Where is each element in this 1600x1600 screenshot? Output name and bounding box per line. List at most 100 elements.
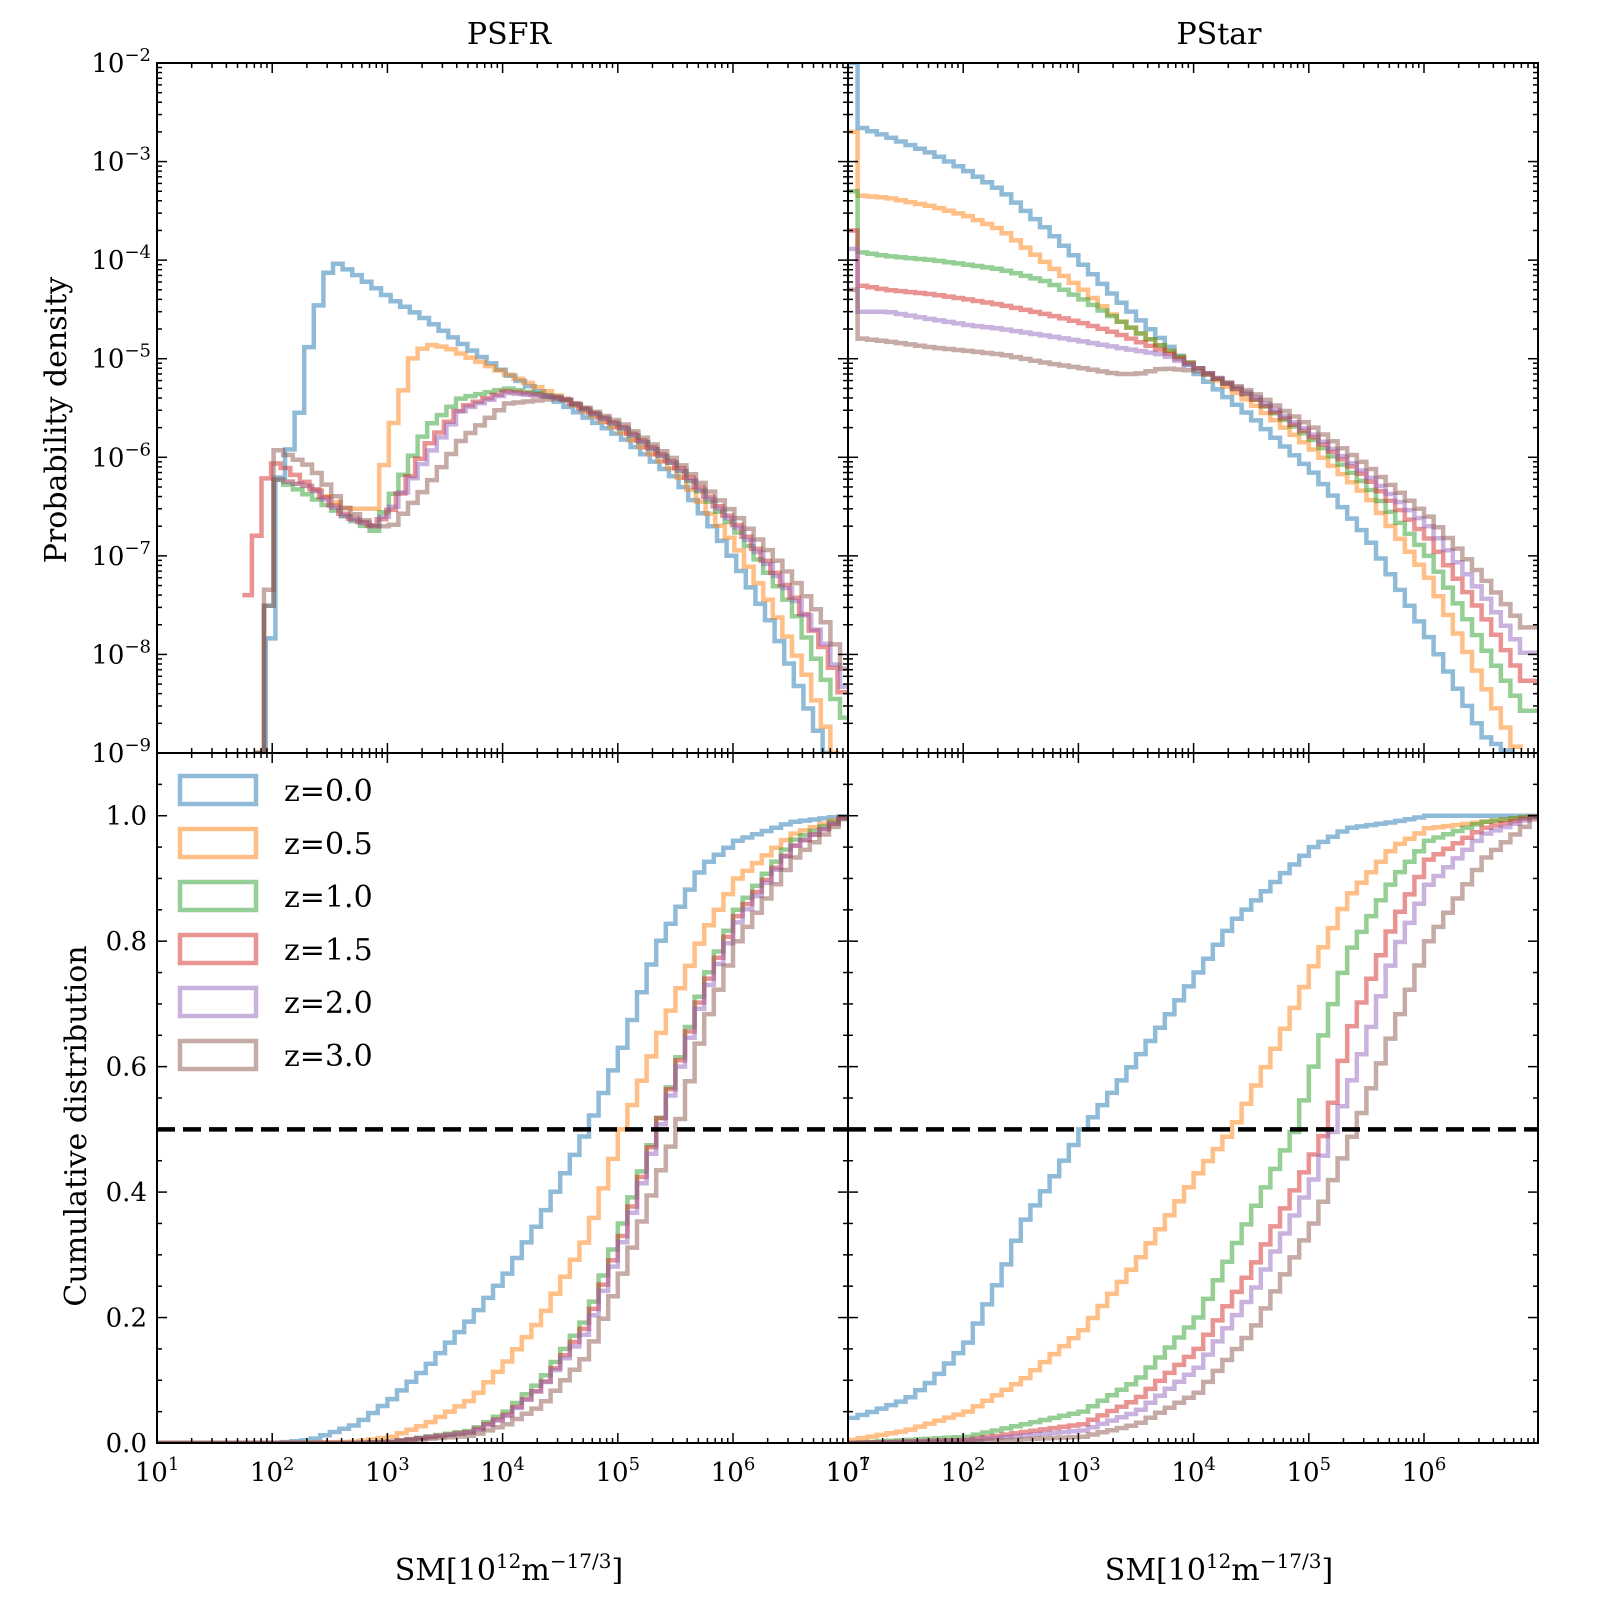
- y-tick-label: 1.0: [106, 802, 147, 832]
- series-line-z-3-0: [848, 287, 1538, 630]
- y-tick-label-exp: −3: [124, 144, 151, 165]
- x-tick-label: 102: [941, 1454, 986, 1488]
- x-tick-label-exp: 5: [1320, 1454, 1331, 1475]
- x-tick-label-exp: 7: [859, 1454, 870, 1475]
- x-tick-label-base: 10: [480, 1458, 513, 1488]
- x-tick-label-base: 10: [365, 1458, 398, 1488]
- x-tick-label-base: 10: [596, 1458, 629, 1488]
- y-tick-label: 10−9: [91, 735, 151, 769]
- x-tick-label: 106: [711, 1454, 756, 1488]
- y-tick-label-base: 10: [91, 443, 124, 473]
- x-tick-label: 103: [1056, 1454, 1101, 1488]
- legend-swatch: [177, 932, 259, 966]
- x-tick-label: 107: [826, 1454, 871, 1488]
- y-tick-label-exp: −7: [124, 538, 151, 559]
- x-tick-label: 101: [826, 1454, 871, 1488]
- legend-swatch: [177, 773, 259, 807]
- y-tick-label: 0.6: [106, 1053, 147, 1083]
- x-tick-label: 105: [596, 1454, 641, 1488]
- y-tick-label-exp: −4: [124, 242, 151, 263]
- y-tick-label-base: 10: [91, 640, 124, 670]
- xlabel-left-exp1: 12: [496, 1549, 521, 1573]
- x-tick-label-exp: 1: [859, 1454, 870, 1475]
- legend-swatch: [177, 826, 259, 860]
- y-tick-label-base: 10: [91, 246, 124, 276]
- xlabel-right: SM[1012m−17/3]: [1105, 1549, 1333, 1588]
- y-tick-label: 10−7: [91, 538, 151, 572]
- x-tick-label-exp: 2: [283, 1454, 294, 1475]
- series-group: [848, 63, 1538, 753]
- xlabel-left-mid: m: [521, 1553, 549, 1588]
- x-tick-label-base: 10: [826, 1458, 859, 1488]
- series-line-z-0-0: [157, 813, 848, 1443]
- y-tick-label-exp: −9: [124, 735, 151, 756]
- y-tick-label-exp: −2: [124, 45, 151, 66]
- x-tick-label-base: 10: [135, 1458, 168, 1488]
- x-tick-label-base: 10: [1287, 1458, 1320, 1488]
- series-line-z-0-0: [848, 813, 1538, 1421]
- psfr-panel-title: PSFR: [467, 17, 553, 52]
- y-tick-label-base: 10: [91, 148, 124, 178]
- legend-label: z=2.0: [284, 986, 373, 1021]
- y-tick-label-base: 10: [91, 345, 124, 375]
- x-tick-label-exp: 3: [398, 1454, 409, 1475]
- legend-label: z=1.5: [284, 933, 373, 968]
- legend-label: z=1.0: [284, 880, 373, 915]
- y-tick-label: 10−5: [91, 341, 151, 375]
- pstar-panel-title: PStar: [1176, 17, 1262, 52]
- x-tick-label-base: 10: [1402, 1458, 1435, 1488]
- x-tick-label: 104: [480, 1454, 525, 1488]
- x-tick-label-exp: 3: [1089, 1454, 1100, 1475]
- legend-swatch: [177, 1038, 259, 1072]
- x-tick-label-base: 10: [1171, 1458, 1204, 1488]
- y-tick-label-exp: −6: [124, 439, 151, 460]
- x-tick-label-base: 10: [1056, 1458, 1089, 1488]
- x-tick-label-exp: 6: [1435, 1454, 1446, 1475]
- xlabel-right-exp2: −17/3: [1260, 1549, 1322, 1573]
- y-tick-label-base: 10: [91, 49, 124, 79]
- panel-pstar-cumulative: 101 102 103 104 105 106: [826, 752, 1539, 1488]
- x-tick-label: 105: [1287, 1454, 1332, 1488]
- y-tick-label: 0.2: [106, 1304, 147, 1334]
- y-tick-label: 0.4: [106, 1178, 147, 1208]
- xlabel-left: SM[1012m−17/3]: [395, 1549, 623, 1588]
- x-tick-label: 104: [1171, 1454, 1216, 1488]
- x-tick-label-base: 10: [941, 1458, 974, 1488]
- y-tick-label-exp: −8: [124, 636, 151, 657]
- legend-label: z=0.5: [284, 827, 373, 862]
- panel-pstar-density: [847, 62, 1539, 754]
- series-line-z-3-0: [157, 816, 848, 1443]
- xlabel-left-exp2: −17/3: [550, 1549, 612, 1573]
- x-tick-label-exp: 4: [1204, 1454, 1215, 1475]
- series-line-z-3-0: [254, 396, 848, 753]
- y-tick-label: 10−3: [91, 144, 151, 178]
- xlabel-right-base: SM[10: [1105, 1553, 1206, 1588]
- x-tick-label-exp: 6: [744, 1454, 755, 1475]
- legend-swatch: [177, 985, 259, 1019]
- y-tick-label: 10−8: [91, 636, 151, 670]
- y-tick-label: 0.8: [106, 927, 147, 957]
- x-tick-label: 106: [1402, 1454, 1447, 1488]
- x-tick-label-base: 10: [826, 1458, 859, 1488]
- xlabel-right-exp1: 12: [1206, 1549, 1231, 1573]
- x-tick-label-exp: 5: [629, 1454, 640, 1475]
- series-line-z-0-5: [848, 813, 1538, 1443]
- y-tick-label: 0.0: [106, 1429, 147, 1459]
- x-tick-label-base: 10: [711, 1458, 744, 1488]
- x-tick-label: 102: [250, 1454, 295, 1488]
- xlabel-left-base: SM[10: [395, 1553, 496, 1588]
- xlabel-right-mid: m: [1231, 1553, 1259, 1588]
- y-tick-label: 10−4: [91, 242, 151, 276]
- xlabel-left-end: ]: [612, 1553, 624, 1588]
- y-tick-label: 10−6: [91, 439, 151, 473]
- series-line-z-2-0: [157, 815, 848, 1443]
- y-tick-label-base: 10: [91, 542, 124, 572]
- x-tick-label: 103: [365, 1454, 410, 1488]
- ylabel-cumulative-distribution: Cumulative distribution: [59, 945, 94, 1306]
- legend-swatch: [177, 879, 259, 913]
- x-tick-label-exp: 2: [974, 1454, 985, 1475]
- x-tick-label: 101: [135, 1454, 180, 1488]
- series-group: [242, 261, 848, 753]
- legend-label: z=3.0: [284, 1039, 373, 1074]
